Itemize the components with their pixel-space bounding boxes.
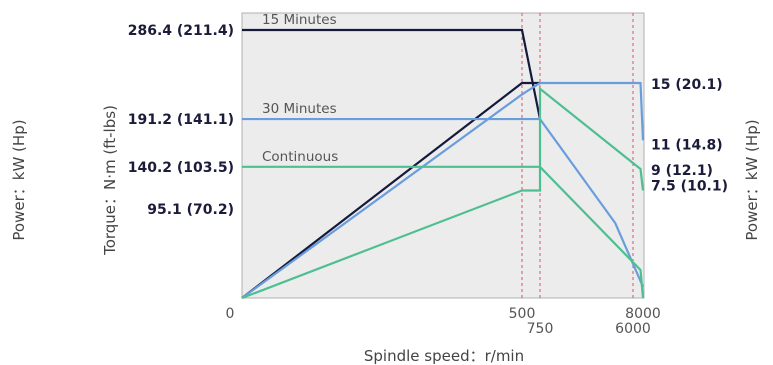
series-label: 15 Minutes [262, 12, 337, 28]
power-line [241, 81, 645, 299]
torque-value-label: 286.4 (211.4) [128, 23, 234, 39]
power-value-label: 9 (12.1) [651, 163, 713, 179]
power-line [241, 81, 540, 299]
x-tick-label: 500 [509, 306, 536, 322]
series-label: 30 Minutes [262, 101, 337, 117]
torque-line [242, 117, 645, 288]
x-axis-label: Spindle speed：r/min [364, 347, 524, 365]
power-value-label: 7.5 (10.1) [651, 179, 728, 195]
x-tick-label: 6000 [615, 321, 651, 337]
x-tick-label: 8000 [625, 306, 661, 322]
torque-line [242, 165, 645, 299]
power-line [241, 86, 645, 300]
origin-label: 0 [226, 306, 235, 322]
torque-value-label: 140.2 (103.5) [128, 160, 234, 176]
value-labels: 286.4 (211.4) 191.2 (141.1) 140.2 (103.5) 9… [128, 12, 728, 218]
power-value-label: 15 (20.1) [651, 77, 723, 93]
y-axis-label-left-outer: Power：kW (Hp) [10, 119, 28, 240]
torque-line [242, 28, 542, 120]
torque-value-label: 95.1 (70.2) [147, 202, 234, 218]
y-axis-label-right: Power：kW (Hp) [743, 119, 761, 240]
series-lines [241, 28, 645, 300]
power-value-label: 11 (14.8) [651, 137, 723, 153]
torque-value-label: 191.2 (141.1) [128, 112, 234, 128]
y-axis-label-left-inner: Torque：N·m (ft-lbs) [101, 105, 119, 256]
series-label: Continuous [262, 149, 338, 165]
x-tick-label: 750 [527, 321, 554, 337]
